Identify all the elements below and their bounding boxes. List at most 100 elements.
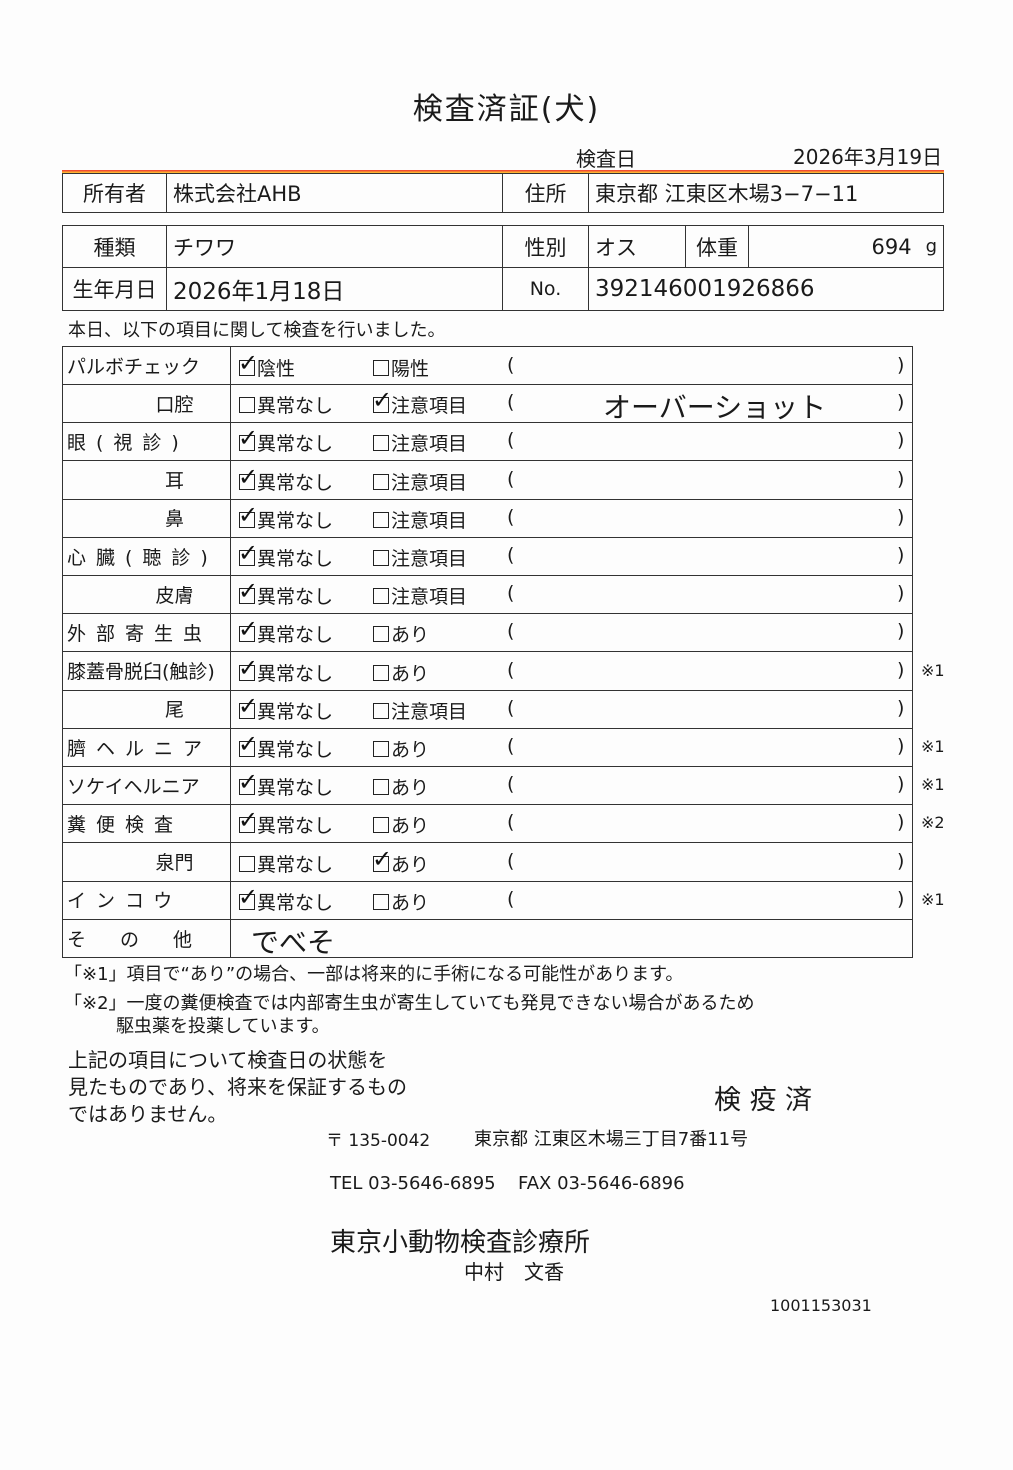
option-1[interactable]: 異常なし bbox=[238, 501, 333, 533]
checkbox-icon[interactable] bbox=[238, 349, 258, 377]
option-2[interactable]: 注意項目 bbox=[373, 506, 467, 533]
option-2[interactable]: 注意項目 bbox=[373, 429, 467, 456]
option-2[interactable]: 注意項目 bbox=[372, 386, 467, 418]
dob-value: 2026年1月18日 bbox=[166, 267, 503, 311]
checkbox-icon[interactable] bbox=[372, 845, 392, 873]
checkbox-icon[interactable] bbox=[238, 577, 258, 605]
checkbox-icon[interactable] bbox=[238, 806, 258, 834]
option-2[interactable]: あり bbox=[372, 845, 430, 877]
checkbox-icon[interactable] bbox=[239, 855, 255, 872]
checkbox-icon[interactable] bbox=[373, 779, 389, 796]
paren-open: ( bbox=[507, 811, 515, 834]
clinic-name: 東京小動物検査診療所 bbox=[330, 1228, 591, 1258]
checkbox-icon[interactable] bbox=[373, 893, 389, 910]
table-row: パルボチェック 陰性 陽性 () bbox=[62, 346, 913, 385]
checkbox-icon[interactable] bbox=[373, 702, 389, 719]
item-note[interactable]: オーバーショット bbox=[603, 391, 827, 425]
checkbox-icon[interactable] bbox=[373, 511, 389, 528]
item-label: 泉門 bbox=[63, 842, 231, 881]
checkbox-icon[interactable] bbox=[238, 463, 258, 491]
checkbox-icon[interactable] bbox=[238, 768, 258, 796]
option-1[interactable]: 異常なし bbox=[238, 883, 333, 915]
no-value: 392146001926866 bbox=[588, 267, 944, 311]
table-row: 鼻 異常なし 注意項目 () bbox=[62, 498, 913, 538]
option-2[interactable]: あり bbox=[373, 735, 429, 762]
item-label: 糞便検査 bbox=[63, 804, 231, 843]
option-2[interactable]: 注意項目 bbox=[373, 582, 467, 609]
paren-close: ) bbox=[897, 811, 905, 834]
table-row: 皮膚 異常なし 注意項目 () bbox=[62, 575, 913, 615]
option-1[interactable]: 異常なし bbox=[238, 730, 333, 762]
table-row: 臍ヘルニア 異常なし あり () ※1 bbox=[62, 728, 945, 767]
option-label: 異常なし bbox=[257, 815, 334, 838]
checkbox-icon[interactable] bbox=[373, 664, 389, 681]
option-label: あり bbox=[391, 662, 430, 685]
paren-open: ( bbox=[507, 887, 515, 910]
option-1[interactable]: 異常なし bbox=[238, 539, 333, 571]
option-1[interactable]: 異常なし bbox=[239, 850, 333, 877]
option-label: 陰性 bbox=[257, 358, 296, 380]
paren-open: ( bbox=[507, 582, 515, 605]
option-1[interactable]: 異常なし bbox=[238, 768, 333, 800]
option-2[interactable]: あり bbox=[373, 620, 429, 647]
checkbox-icon[interactable] bbox=[373, 741, 389, 757]
checkbox-icon[interactable] bbox=[373, 588, 389, 605]
option-1[interactable]: 陰性 bbox=[238, 349, 296, 381]
item-label: 外部寄生虫 bbox=[63, 613, 231, 652]
table-row: 心臓(聴診) 異常なし 注意項目 () bbox=[62, 537, 913, 576]
checkbox-icon[interactable] bbox=[373, 435, 389, 452]
option-2[interactable]: あり bbox=[373, 811, 429, 838]
checkbox-icon[interactable] bbox=[238, 654, 258, 682]
option-1[interactable]: 異常なし bbox=[238, 654, 333, 686]
checkbox-icon[interactable] bbox=[238, 692, 258, 720]
option-2[interactable]: あり bbox=[373, 659, 429, 686]
checkbox-icon[interactable] bbox=[238, 501, 258, 529]
paren-open: ( bbox=[507, 429, 515, 452]
disclaimer-line-2: 見たものであり、将来を保証するもの bbox=[68, 1075, 407, 1099]
checkbox-icon[interactable] bbox=[238, 730, 258, 758]
option-label: 注意項目 bbox=[391, 700, 468, 723]
option-1[interactable]: 異常なし bbox=[238, 615, 333, 647]
item-label: 口腔 bbox=[63, 384, 231, 423]
clinic-tel: TEL 03-5646-6895 bbox=[330, 1173, 496, 1194]
option-2[interactable]: 注意項目 bbox=[373, 697, 467, 724]
checkbox-icon[interactable] bbox=[238, 424, 258, 452]
footnote-2-cont: 駆虫薬を投薬しています。 bbox=[116, 1016, 330, 1037]
option-1[interactable]: 異常なし bbox=[238, 692, 334, 724]
table-row: 外部寄生虫 異常なし あり () bbox=[62, 613, 913, 653]
checkbox-icon[interactable] bbox=[238, 615, 258, 643]
checkbox-icon[interactable] bbox=[238, 539, 258, 567]
item-label: その他 bbox=[63, 919, 231, 957]
weight-value: 694 g bbox=[748, 225, 944, 268]
option-1[interactable]: 異常なし bbox=[238, 577, 333, 609]
option-label: あり bbox=[391, 853, 430, 876]
checkbox-icon[interactable] bbox=[372, 386, 392, 414]
option-1[interactable]: 異常なし bbox=[238, 806, 334, 838]
clinic-address: 東京都 江東区木場三丁目7番11号 bbox=[474, 1129, 749, 1150]
weight-unit: g bbox=[925, 236, 937, 257]
option-2[interactable]: あり bbox=[373, 773, 429, 800]
option-2[interactable]: 注意項目 bbox=[373, 544, 467, 571]
checkbox-icon[interactable] bbox=[239, 397, 255, 414]
checkbox-icon[interactable] bbox=[373, 360, 389, 376]
checkbox-icon[interactable] bbox=[373, 817, 389, 834]
option-1[interactable]: 異常なし bbox=[238, 463, 333, 495]
paren-close: ) bbox=[897, 544, 905, 566]
option-2[interactable]: 注意項目 bbox=[373, 468, 467, 495]
option-1[interactable]: 異常なし bbox=[239, 391, 333, 418]
option-label: 異常なし bbox=[257, 700, 334, 723]
paren-close: ) bbox=[897, 354, 905, 376]
checkbox-icon[interactable] bbox=[238, 883, 258, 911]
checkbox-icon[interactable] bbox=[373, 473, 389, 490]
option-1[interactable]: 異常なし bbox=[238, 424, 333, 456]
paren-open: ( bbox=[507, 391, 515, 414]
option-label: 異常なし bbox=[257, 853, 334, 876]
footnote-mark: ※2 bbox=[921, 813, 945, 833]
other-value[interactable]: でべそ bbox=[251, 926, 336, 959]
checkbox-icon[interactable] bbox=[373, 550, 389, 566]
option-2[interactable]: 陽性 bbox=[373, 354, 429, 381]
option-2[interactable]: あり bbox=[373, 888, 429, 915]
type-value: チワワ bbox=[166, 225, 503, 268]
checkbox-icon[interactable] bbox=[373, 626, 389, 643]
